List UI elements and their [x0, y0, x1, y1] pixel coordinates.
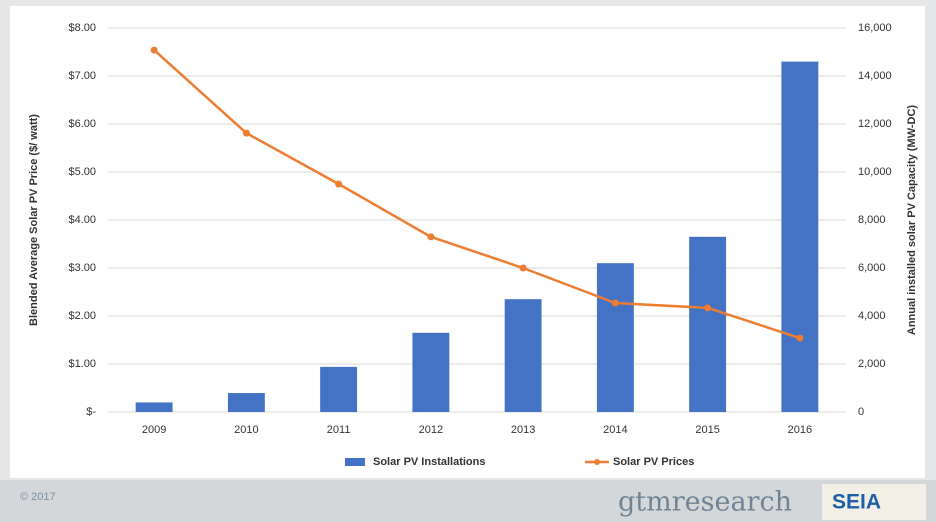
y2-tick-label: 16,000	[858, 22, 892, 34]
bar	[504, 299, 542, 412]
bar	[689, 236, 727, 412]
y-tick-label: $3.00	[68, 262, 96, 274]
line-marker	[519, 264, 527, 272]
y2-tick-label: 4,000	[858, 310, 886, 322]
bar	[781, 61, 819, 412]
x-tick-label: 2012	[419, 424, 443, 436]
bar	[135, 402, 173, 412]
bar	[320, 366, 358, 412]
line-marker	[796, 334, 804, 342]
line-marker	[335, 180, 343, 188]
legend-label: Solar PV Installations	[373, 456, 485, 468]
legend-swatch-marker	[594, 459, 600, 465]
y2-tick-label: 0	[858, 406, 864, 418]
x-tick-label: 2015	[695, 424, 719, 436]
gtm-logo: gtmresearch	[618, 487, 792, 518]
y-tick-label: $2.00	[68, 310, 96, 322]
copyright: © 2017	[20, 491, 56, 503]
x-tick-label: 2013	[511, 424, 535, 436]
y2-tick-label: 10,000	[858, 166, 892, 178]
x-tick-label: 2014	[603, 424, 627, 436]
line-marker	[427, 233, 435, 241]
y2-tick-label: 2,000	[858, 358, 886, 370]
y-tick-label: $4.00	[68, 214, 96, 226]
y2-tick-label: 6,000	[858, 262, 886, 274]
bar	[596, 263, 634, 412]
footer-band	[0, 480, 936, 522]
line-marker	[150, 46, 158, 54]
bar	[412, 332, 450, 412]
y-tick-label: $6.00	[68, 118, 96, 130]
y2-axis-label: Annual installed solar PV Capacity (MW-D…	[906, 105, 918, 336]
seia-logo-tile	[822, 484, 926, 520]
x-tick-label: 2010	[234, 424, 258, 436]
y-tick-label: $-	[86, 406, 96, 418]
y-axis-label: Blended Average Solar PV Price ($/ watt)	[28, 114, 40, 326]
x-tick-label: 2016	[788, 424, 812, 436]
y2-tick-label: 8,000	[858, 214, 886, 226]
x-tick-label: 2011	[327, 424, 351, 436]
line	[153, 49, 801, 340]
x-tick-label: 2009	[142, 424, 166, 436]
legend-swatch	[345, 458, 365, 466]
seia-logo: SEIA	[832, 491, 881, 514]
y-tick-label: $1.00	[68, 358, 96, 370]
y-tick-label: $7.00	[68, 70, 96, 82]
plot-panel	[10, 6, 925, 478]
line-marker	[242, 129, 250, 137]
y-tick-label: $8.00	[68, 22, 96, 34]
y-tick-label: $5.00	[68, 166, 96, 178]
legend-label: Solar PV Prices	[613, 456, 694, 468]
y2-tick-label: 12,000	[858, 118, 892, 130]
line-marker	[704, 304, 712, 312]
y2-tick-label: 14,000	[858, 70, 892, 82]
bar	[227, 393, 265, 412]
line-marker	[611, 299, 619, 307]
